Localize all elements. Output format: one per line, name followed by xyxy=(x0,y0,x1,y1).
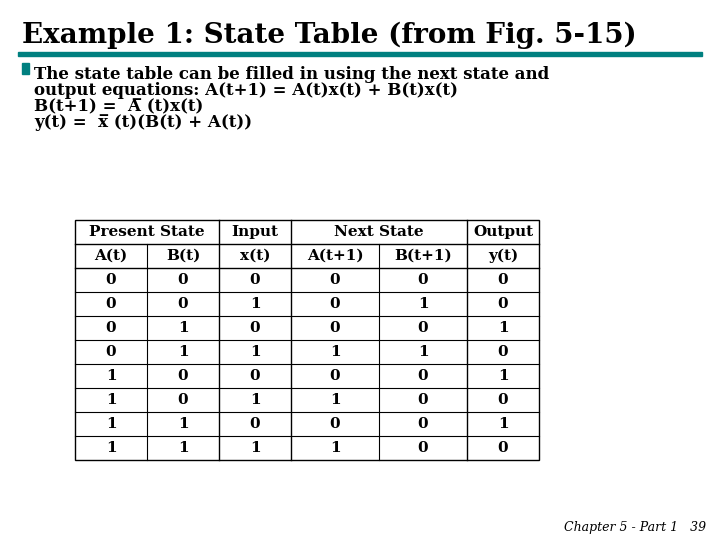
Bar xyxy=(18,52,702,56)
Text: 0: 0 xyxy=(250,369,261,383)
Text: 0: 0 xyxy=(498,273,508,287)
Text: 0: 0 xyxy=(498,393,508,407)
Text: 1: 1 xyxy=(250,345,261,359)
Text: 0: 0 xyxy=(330,297,341,311)
Text: 1: 1 xyxy=(178,345,189,359)
Text: 1: 1 xyxy=(330,345,341,359)
Text: 0: 0 xyxy=(418,369,428,383)
Text: y(t) =  x̅ (t)(B(t) + A(t)): y(t) = x̅ (t)(B(t) + A(t)) xyxy=(34,114,252,131)
Text: 0: 0 xyxy=(106,273,117,287)
Text: 0: 0 xyxy=(418,321,428,335)
Text: 1: 1 xyxy=(498,369,508,383)
Text: 0: 0 xyxy=(498,441,508,455)
Text: Output: Output xyxy=(473,225,533,239)
Text: The state table can be filled in using the next state and: The state table can be filled in using t… xyxy=(34,66,549,83)
Text: 0: 0 xyxy=(178,393,189,407)
Text: 0: 0 xyxy=(106,321,117,335)
Text: 0: 0 xyxy=(106,345,117,359)
Text: Input: Input xyxy=(232,225,279,239)
Text: A(t+1): A(t+1) xyxy=(307,249,364,263)
Text: 0: 0 xyxy=(250,273,261,287)
Text: 1: 1 xyxy=(178,441,189,455)
Text: B(t+1) =  A̅ (t)x(t): B(t+1) = A̅ (t)x(t) xyxy=(34,98,203,115)
Text: 1: 1 xyxy=(498,417,508,431)
Text: 0: 0 xyxy=(330,369,341,383)
Text: 1: 1 xyxy=(418,297,428,311)
Text: Present State: Present State xyxy=(89,225,204,239)
Text: x(t): x(t) xyxy=(240,249,270,263)
Text: 0: 0 xyxy=(330,321,341,335)
Text: 0: 0 xyxy=(498,297,508,311)
Text: 1: 1 xyxy=(178,321,189,335)
Bar xyxy=(75,220,539,460)
Text: 1: 1 xyxy=(250,441,261,455)
Text: 0: 0 xyxy=(178,297,189,311)
Text: 0: 0 xyxy=(418,393,428,407)
Text: B(t): B(t) xyxy=(166,249,200,263)
Text: 0: 0 xyxy=(418,273,428,287)
Text: 0: 0 xyxy=(106,297,117,311)
Text: 1: 1 xyxy=(330,393,341,407)
Text: Example 1: State Table (from Fig. 5-15): Example 1: State Table (from Fig. 5-15) xyxy=(22,22,636,49)
Text: Chapter 5 - Part 1   39: Chapter 5 - Part 1 39 xyxy=(564,521,706,534)
Text: y(t): y(t) xyxy=(488,249,518,263)
Text: Next State: Next State xyxy=(334,225,424,239)
Text: 1: 1 xyxy=(498,321,508,335)
Text: 0: 0 xyxy=(330,273,341,287)
Text: 0: 0 xyxy=(330,417,341,431)
Text: 0: 0 xyxy=(250,321,261,335)
Text: 0: 0 xyxy=(178,369,189,383)
Text: 0: 0 xyxy=(498,345,508,359)
Text: 0: 0 xyxy=(178,273,189,287)
Bar xyxy=(22,63,29,74)
Text: 1: 1 xyxy=(106,369,117,383)
Text: 1: 1 xyxy=(250,297,261,311)
Text: B(t+1): B(t+1) xyxy=(394,249,452,263)
Text: 1: 1 xyxy=(330,441,341,455)
Text: A(t): A(t) xyxy=(94,249,127,263)
Text: 1: 1 xyxy=(106,441,117,455)
Text: 1: 1 xyxy=(250,393,261,407)
Text: 0: 0 xyxy=(418,441,428,455)
Text: 1: 1 xyxy=(418,345,428,359)
Text: 0: 0 xyxy=(250,417,261,431)
Text: 1: 1 xyxy=(106,393,117,407)
Text: output equations: A(t+1) = A(t)x(t) + B(t)x(t): output equations: A(t+1) = A(t)x(t) + B(… xyxy=(34,82,458,99)
Text: 1: 1 xyxy=(106,417,117,431)
Text: 1: 1 xyxy=(178,417,189,431)
Text: 0: 0 xyxy=(418,417,428,431)
